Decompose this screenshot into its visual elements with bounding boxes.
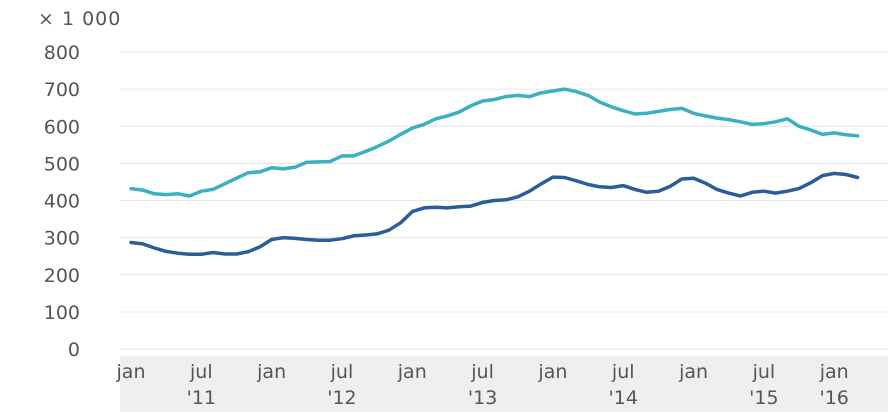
x-tick-year-label: '16	[819, 387, 848, 409]
x-tick-label: jan	[537, 361, 567, 383]
x-tick-label: jul	[330, 361, 354, 383]
y-tick-label: 0	[68, 339, 80, 361]
y-tick-label: 500	[44, 153, 80, 175]
x-tick-label: jan	[678, 361, 708, 383]
x-tick-year-label: '13	[468, 387, 497, 409]
x-tick-label: jul	[189, 361, 213, 383]
x-tick-year-label: '11	[187, 387, 216, 409]
x-tick-label: jul	[470, 361, 494, 383]
series-line-1	[129, 87, 860, 198]
x-tick-year-label: '15	[749, 387, 778, 409]
y-tick-label: 300	[44, 228, 80, 250]
x-tick-label: jan	[397, 361, 427, 383]
y-tick-label: 400	[44, 191, 80, 213]
unit-label: × 1 000	[38, 8, 122, 30]
y-tick-label: 200	[44, 265, 80, 287]
x-tick-label: jan	[819, 361, 849, 383]
y-tick-label: 700	[44, 79, 80, 101]
x-tick-year-label: '12	[327, 387, 356, 409]
series-line-2	[129, 171, 860, 257]
y-tick-label: 600	[44, 116, 80, 138]
y-tick-label: 100	[44, 302, 80, 324]
x-axis-band	[120, 356, 888, 412]
x-tick-label: jul	[611, 361, 635, 383]
x-tick-label: jan	[256, 361, 286, 383]
x-tick-year-label: '14	[609, 387, 638, 409]
y-tick-label: 800	[44, 42, 80, 64]
x-tick-label: jan	[116, 361, 146, 383]
x-tick-label: jul	[752, 361, 776, 383]
